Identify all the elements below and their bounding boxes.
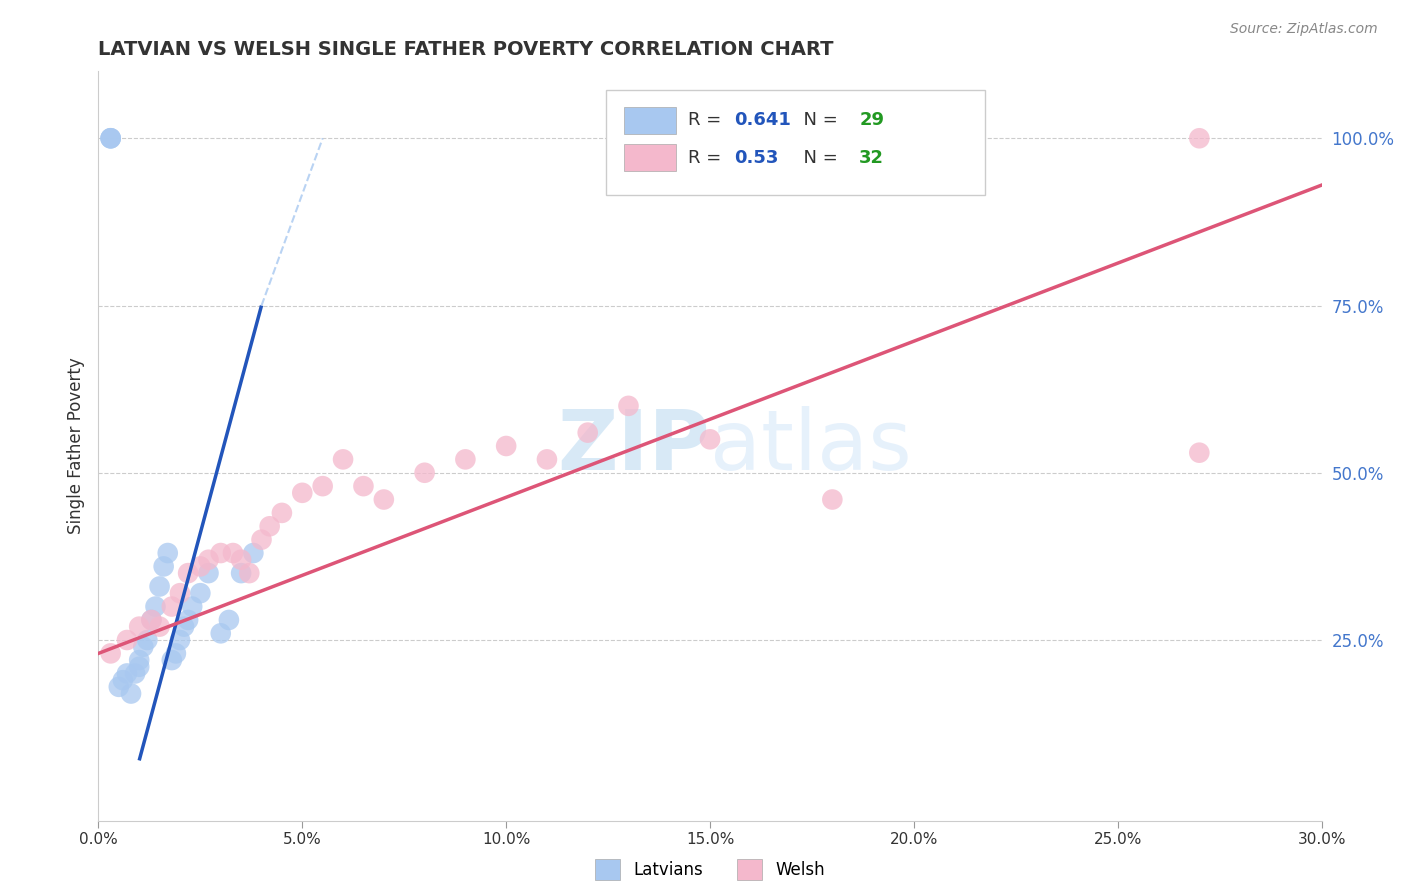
Text: LATVIAN VS WELSH SINGLE FATHER POVERTY CORRELATION CHART: LATVIAN VS WELSH SINGLE FATHER POVERTY C… bbox=[98, 39, 834, 59]
Point bbox=[373, 492, 395, 507]
Point bbox=[231, 553, 253, 567]
Point bbox=[312, 479, 335, 493]
Point bbox=[100, 131, 122, 145]
Text: R =: R = bbox=[688, 112, 727, 129]
Point bbox=[160, 599, 183, 614]
Point bbox=[169, 586, 191, 600]
Point bbox=[100, 646, 122, 660]
FancyBboxPatch shape bbox=[624, 144, 676, 171]
Point bbox=[111, 673, 134, 688]
Point bbox=[188, 586, 212, 600]
Point bbox=[197, 553, 219, 567]
Point bbox=[128, 660, 150, 674]
Point bbox=[108, 680, 131, 694]
Point bbox=[100, 131, 122, 145]
Point bbox=[128, 653, 150, 667]
Legend: Latvians, Welsh: Latvians, Welsh bbox=[595, 859, 825, 880]
Point bbox=[149, 580, 172, 594]
Point bbox=[160, 653, 183, 667]
Point bbox=[250, 533, 273, 547]
Point bbox=[242, 546, 264, 560]
Point bbox=[136, 633, 159, 648]
Point bbox=[352, 479, 374, 493]
Point bbox=[128, 620, 150, 634]
Point bbox=[156, 546, 179, 560]
Point bbox=[209, 546, 232, 560]
Text: R =: R = bbox=[688, 149, 727, 167]
Point bbox=[177, 613, 200, 627]
Point bbox=[141, 613, 163, 627]
Point bbox=[152, 559, 174, 574]
Point bbox=[120, 687, 142, 701]
Point bbox=[238, 566, 260, 581]
Point bbox=[270, 506, 294, 520]
Point bbox=[576, 425, 599, 440]
Text: 29: 29 bbox=[859, 112, 884, 129]
Point bbox=[218, 613, 240, 627]
Text: N =: N = bbox=[792, 149, 844, 167]
Point bbox=[197, 566, 219, 581]
Point bbox=[115, 666, 138, 681]
Point bbox=[291, 486, 314, 500]
Point bbox=[165, 646, 187, 660]
Point bbox=[124, 666, 146, 681]
Point bbox=[222, 546, 245, 560]
Point bbox=[141, 613, 163, 627]
Point bbox=[173, 620, 195, 634]
Point bbox=[821, 492, 844, 507]
Point bbox=[169, 633, 191, 648]
Point bbox=[231, 566, 253, 581]
Point bbox=[699, 433, 721, 447]
Text: 0.53: 0.53 bbox=[734, 149, 779, 167]
Text: N =: N = bbox=[792, 112, 844, 129]
Point bbox=[259, 519, 281, 533]
Text: atlas: atlas bbox=[710, 406, 911, 486]
Text: 0.641: 0.641 bbox=[734, 112, 792, 129]
Text: Source: ZipAtlas.com: Source: ZipAtlas.com bbox=[1230, 22, 1378, 37]
FancyBboxPatch shape bbox=[624, 106, 676, 134]
Y-axis label: Single Father Poverty: Single Father Poverty bbox=[66, 358, 84, 534]
Point bbox=[209, 626, 232, 640]
Point bbox=[1188, 446, 1211, 460]
Point bbox=[454, 452, 477, 467]
Point bbox=[132, 640, 155, 654]
Point bbox=[145, 599, 167, 614]
Text: ZIP: ZIP bbox=[558, 406, 710, 486]
Point bbox=[177, 566, 200, 581]
Point bbox=[100, 131, 122, 145]
Point bbox=[495, 439, 517, 453]
Point bbox=[181, 599, 204, 614]
Point bbox=[188, 559, 212, 574]
Text: 32: 32 bbox=[859, 149, 884, 167]
Point bbox=[332, 452, 354, 467]
Point bbox=[115, 633, 138, 648]
Point bbox=[1188, 131, 1211, 145]
Point bbox=[617, 399, 640, 413]
Point bbox=[149, 620, 172, 634]
FancyBboxPatch shape bbox=[606, 90, 986, 195]
Point bbox=[413, 466, 436, 480]
Point bbox=[536, 452, 558, 467]
